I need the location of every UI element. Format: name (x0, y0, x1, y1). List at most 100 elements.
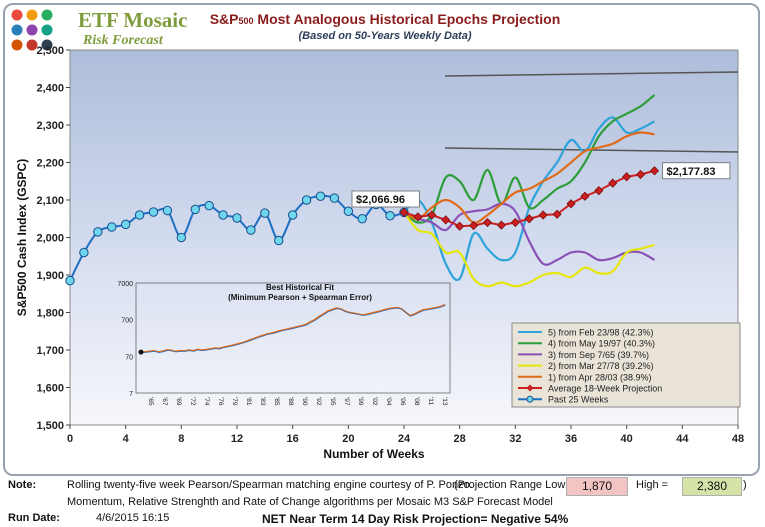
title-rest: Most Analogous Historical Epochs Project… (253, 11, 561, 27)
y-axis-label: S&P500 Cash Index (GSPC) (15, 159, 29, 316)
projection-point (524, 214, 534, 224)
past-point (232, 213, 242, 223)
title-prefix: S&P (209, 11, 239, 27)
projection-point (469, 220, 479, 231)
inset-x-tick-label: '08 (413, 397, 420, 406)
x-tick-label: 20 (342, 433, 354, 445)
projection-point (538, 210, 548, 220)
inset-x-tick-label: '74 (203, 397, 210, 406)
past-point (287, 210, 298, 220)
past-point (329, 193, 340, 203)
inset-title: Best Historical Fit (266, 283, 334, 292)
y-tick-label: 1,900 (36, 270, 64, 282)
logo-dot (11, 9, 23, 21)
title-index: 500 (238, 16, 254, 26)
inset-x-tick-label: '99 (357, 397, 364, 406)
inset-start-point (138, 349, 144, 355)
legend-label: 4) from May 19/97 (40.3%) (548, 339, 655, 349)
inset-x-tick-label: '83 (259, 397, 266, 406)
past-point (65, 275, 75, 286)
inset-y-tick-label: 70 (125, 354, 133, 361)
inset-x-tick-label: '97 (343, 397, 350, 406)
inset-y-tick-label: 700 (121, 318, 133, 325)
x-tick-label: 8 (178, 433, 184, 445)
series-line-4 (403, 211, 655, 288)
inset-x-tick-label: '85 (273, 397, 280, 406)
past-point (176, 232, 187, 243)
x-tick-label: 48 (732, 433, 744, 445)
upper-channel-line (444, 71, 739, 77)
inset-x-tick-label: '69 (175, 397, 182, 406)
inset-x-tick-label: '13 (441, 397, 448, 406)
inset-subtitle: (Minimum Pearson + Spearman Error) (228, 293, 372, 302)
note-line1: Rolling twenty-five week Pearson/Spearma… (67, 479, 473, 491)
inset-x-tick-label: '11 (427, 397, 434, 405)
range-high-value: 2,380 (682, 477, 742, 496)
past-point (301, 195, 312, 205)
start-value-label: $2,066.96 (351, 190, 420, 208)
svg-text:$2,177.83: $2,177.83 (667, 166, 716, 178)
logo-dot (11, 39, 23, 51)
logo-dot (26, 39, 38, 51)
projection-point (441, 215, 451, 225)
projection-point (566, 199, 576, 209)
x-axis-label: Number of Weeks (323, 447, 424, 461)
y-tick-label: 1,500 (36, 420, 64, 432)
x-tick-label: 16 (287, 433, 299, 445)
projection-point (622, 172, 632, 182)
legend-box (511, 322, 741, 408)
series-line-3 (403, 202, 656, 266)
projection-point (427, 210, 437, 220)
past-point (93, 227, 103, 237)
etf-mosaic-logo-icon (11, 9, 53, 51)
legend-label: 2) from Mar 27/78 (39.2%) (548, 361, 654, 371)
legend-label: 5) from Feb 23/98 (42.3%) (548, 328, 654, 338)
inset-actual-line (140, 303, 446, 353)
inset-x-tick-label: '90 (301, 397, 308, 406)
y-tick-label: 1,800 (36, 308, 64, 320)
run-date: 4/6/2015 16:15 (96, 512, 170, 524)
y-tick-label: 2,000 (36, 233, 64, 245)
logo-dot (26, 24, 38, 36)
past-point (148, 207, 159, 217)
x-tick-label: 36 (565, 433, 577, 445)
y-tick-label: 2,200 (36, 158, 64, 170)
past-point (385, 211, 395, 221)
projection-point (649, 166, 660, 176)
logo-dot (11, 24, 23, 36)
end-value-label: $2,177.83 (662, 162, 731, 180)
projection-point (413, 212, 423, 222)
inset-x-tick-label: '79 (231, 397, 238, 406)
legend-label: Past 25 Weeks (548, 395, 609, 405)
past-point (134, 210, 145, 220)
legend-marker (526, 384, 534, 392)
projection-chart: 1,500 1,600 1,700 1,800 1,900 2,000 2,100 2,200… (15, 45, 744, 461)
risk-projection: NET Near Term 14 Day Risk Projection= Ne… (262, 512, 569, 526)
past-point (357, 214, 367, 224)
projection-point (399, 207, 409, 217)
y-tick-label: 2,500 (36, 45, 64, 57)
logo-dot (26, 9, 38, 21)
projection-point (580, 191, 590, 201)
high-label: High = (636, 479, 669, 491)
series-line-2 (403, 94, 656, 224)
x-tick-label: 12 (231, 433, 243, 445)
logo-dot (41, 39, 53, 51)
x-tick-label: 32 (509, 433, 521, 445)
legend-label: 1) from Apr 28/03 (38.9%) (548, 372, 652, 382)
inset-x-tick-label: '88 (287, 397, 294, 406)
inset-x-tick-label: '92 (315, 397, 322, 406)
projection-point (482, 217, 493, 228)
past-point (190, 204, 200, 215)
inset-fit-line (141, 304, 446, 354)
legend: 5) from Feb 23/98 (42.3%)4) from May 19/… (511, 322, 741, 408)
projection-point (594, 186, 604, 196)
past-point (204, 200, 214, 211)
x-tick-label: 24 (398, 433, 411, 445)
y-tick-label: 2,100 (36, 195, 64, 207)
projection-point (496, 220, 506, 230)
series-line-5 (403, 131, 655, 224)
inset-x-tick-label: '81 (245, 397, 252, 406)
past-point (79, 247, 89, 258)
projection-point (455, 221, 465, 231)
